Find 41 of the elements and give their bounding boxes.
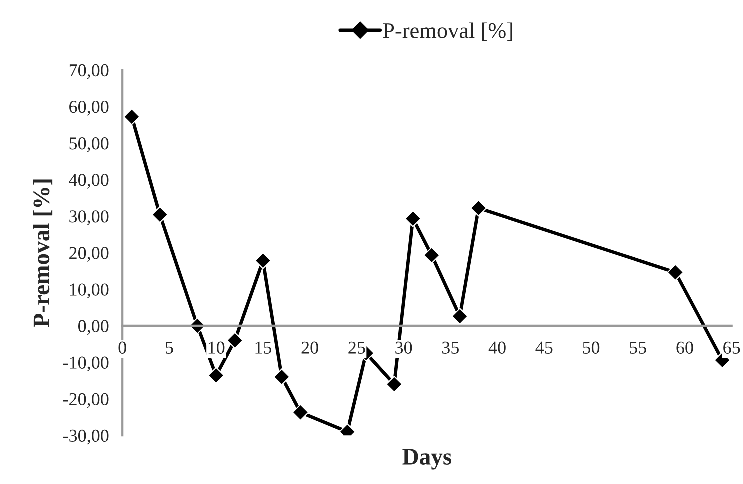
y-tick-label: 50,00	[70, 138, 109, 152]
x-tick-label: 45	[536, 342, 553, 354]
x-tick-label: 30	[396, 342, 412, 354]
point	[152, 206, 168, 224]
x-tick-label: 15	[256, 342, 272, 354]
point	[667, 264, 684, 281]
x-tick-label: 20	[302, 342, 318, 354]
point	[292, 404, 310, 421]
y-tick-label: -10,00	[63, 356, 109, 372]
point	[386, 376, 403, 393]
y-tick-label: 60,00	[70, 100, 109, 116]
x-tick-label: 25	[348, 342, 366, 354]
point	[226, 332, 244, 349]
x-tick-label: 35	[442, 342, 459, 354]
x-axis-title: Days	[402, 449, 452, 470]
x-tick-label: 0	[118, 342, 126, 354]
legend-label: P-removal [%]	[383, 22, 512, 42]
y-tick-label: -30,00	[63, 430, 109, 445]
x-tick-label: 40	[488, 342, 506, 354]
point	[124, 108, 140, 126]
x-tick-label: 60	[676, 342, 694, 354]
y-tick-label: 0,00	[78, 320, 109, 336]
x-tick-label: 65	[724, 342, 740, 354]
y-axis-title: P-removal [%]	[33, 180, 53, 328]
y-tick-label: 70,00	[70, 64, 109, 80]
y-tick-label: 10,00	[70, 284, 109, 298]
x-tick-label: 5	[166, 342, 174, 354]
point	[404, 210, 422, 228]
y-tick-label: 40,00	[69, 174, 109, 189]
point	[208, 367, 225, 384]
y-tick-label: 20,00	[70, 247, 109, 262]
point	[470, 200, 488, 217]
x-tick-label: 10	[208, 342, 225, 354]
y-tick-label: 30,00	[70, 210, 109, 226]
x-tick-label: 55	[630, 342, 646, 354]
point	[452, 308, 468, 325]
x-tick-label: 50	[583, 342, 600, 354]
point	[424, 247, 440, 264]
point	[254, 252, 272, 270]
point	[274, 368, 290, 386]
y-tick-label: -20,00	[63, 393, 109, 408]
